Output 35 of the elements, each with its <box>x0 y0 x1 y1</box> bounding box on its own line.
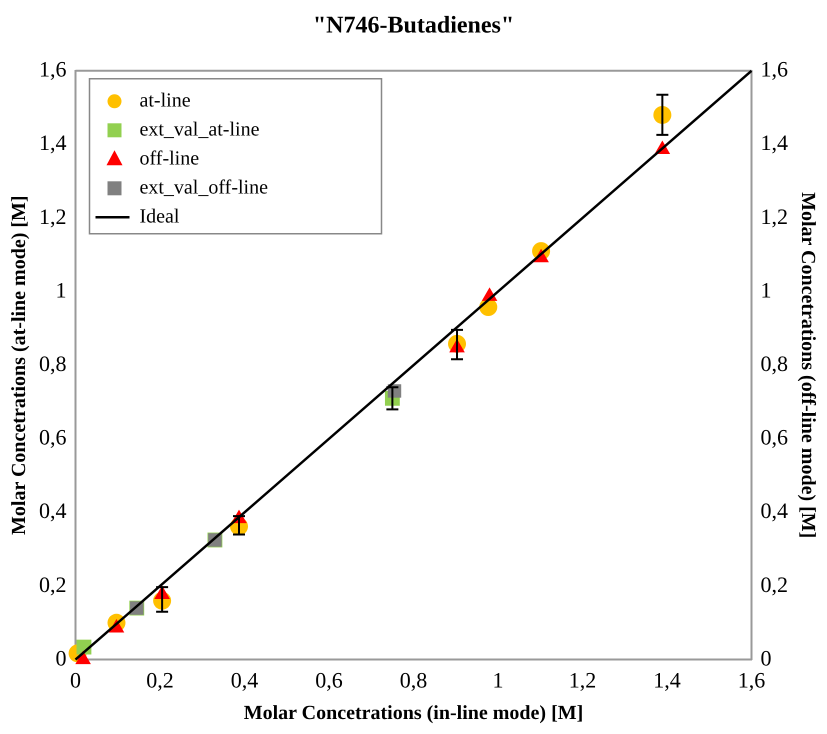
y2-tick-label: 0,6 <box>760 424 788 450</box>
x-tick-label: 0,6 <box>315 668 343 693</box>
y2-tick-label: 0 <box>760 645 772 670</box>
y-tick-label: 1,6 <box>39 56 66 82</box>
legend-label: Ideal <box>140 206 180 228</box>
y-tick-label: 1,4 <box>39 130 66 156</box>
y-axis-title: Molar Concetrations (at-line mode) [M] <box>8 195 30 535</box>
x-tick-label: 1,2 <box>568 668 596 693</box>
y2-tick-label: 1,2 <box>760 204 788 229</box>
x-tick-label: 1,6 <box>738 668 766 693</box>
y-tick-label: 0,6 <box>39 424 66 450</box>
x-tick-label: 1 <box>492 668 504 693</box>
y-tick-label: 0 <box>56 645 66 670</box>
y2-tick-label: 0,2 <box>760 572 788 597</box>
chart-title: "N746-Butadienes" <box>312 12 514 39</box>
x-tick-label: 0,4 <box>230 668 258 693</box>
y2-tick-label: 0,8 <box>760 350 788 376</box>
x-tick-label: 1,4 <box>653 668 681 693</box>
y-tick-label: 0,4 <box>39 498 66 524</box>
y2-axis-title: Molar Concetrations (off-line mode) [M] <box>796 192 819 538</box>
legend-label: off-line <box>140 148 200 170</box>
x-tick-label: 0,8 <box>400 668 428 693</box>
y-tick-label: 0,2 <box>39 572 66 597</box>
y2-tick-label: 1,6 <box>760 56 788 82</box>
legend-label: ext_val_at-line <box>140 118 260 141</box>
y-tick-label: 1,2 <box>39 204 66 229</box>
legend-label: at-line <box>140 90 191 112</box>
y2-tick-label: 1 <box>760 277 772 302</box>
y2-tick-label: 0,4 <box>760 498 788 524</box>
legend-label: ext_val_off-line <box>140 176 268 199</box>
x-tick-label: 0,2 <box>146 668 174 693</box>
y-tick-label: 1 <box>56 277 66 302</box>
x-axis-title: Molar Concetrations (in-line mode) [M] <box>244 702 584 724</box>
y2-tick-label: 1,4 <box>760 130 788 156</box>
y-tick-label: 0,8 <box>39 350 66 376</box>
